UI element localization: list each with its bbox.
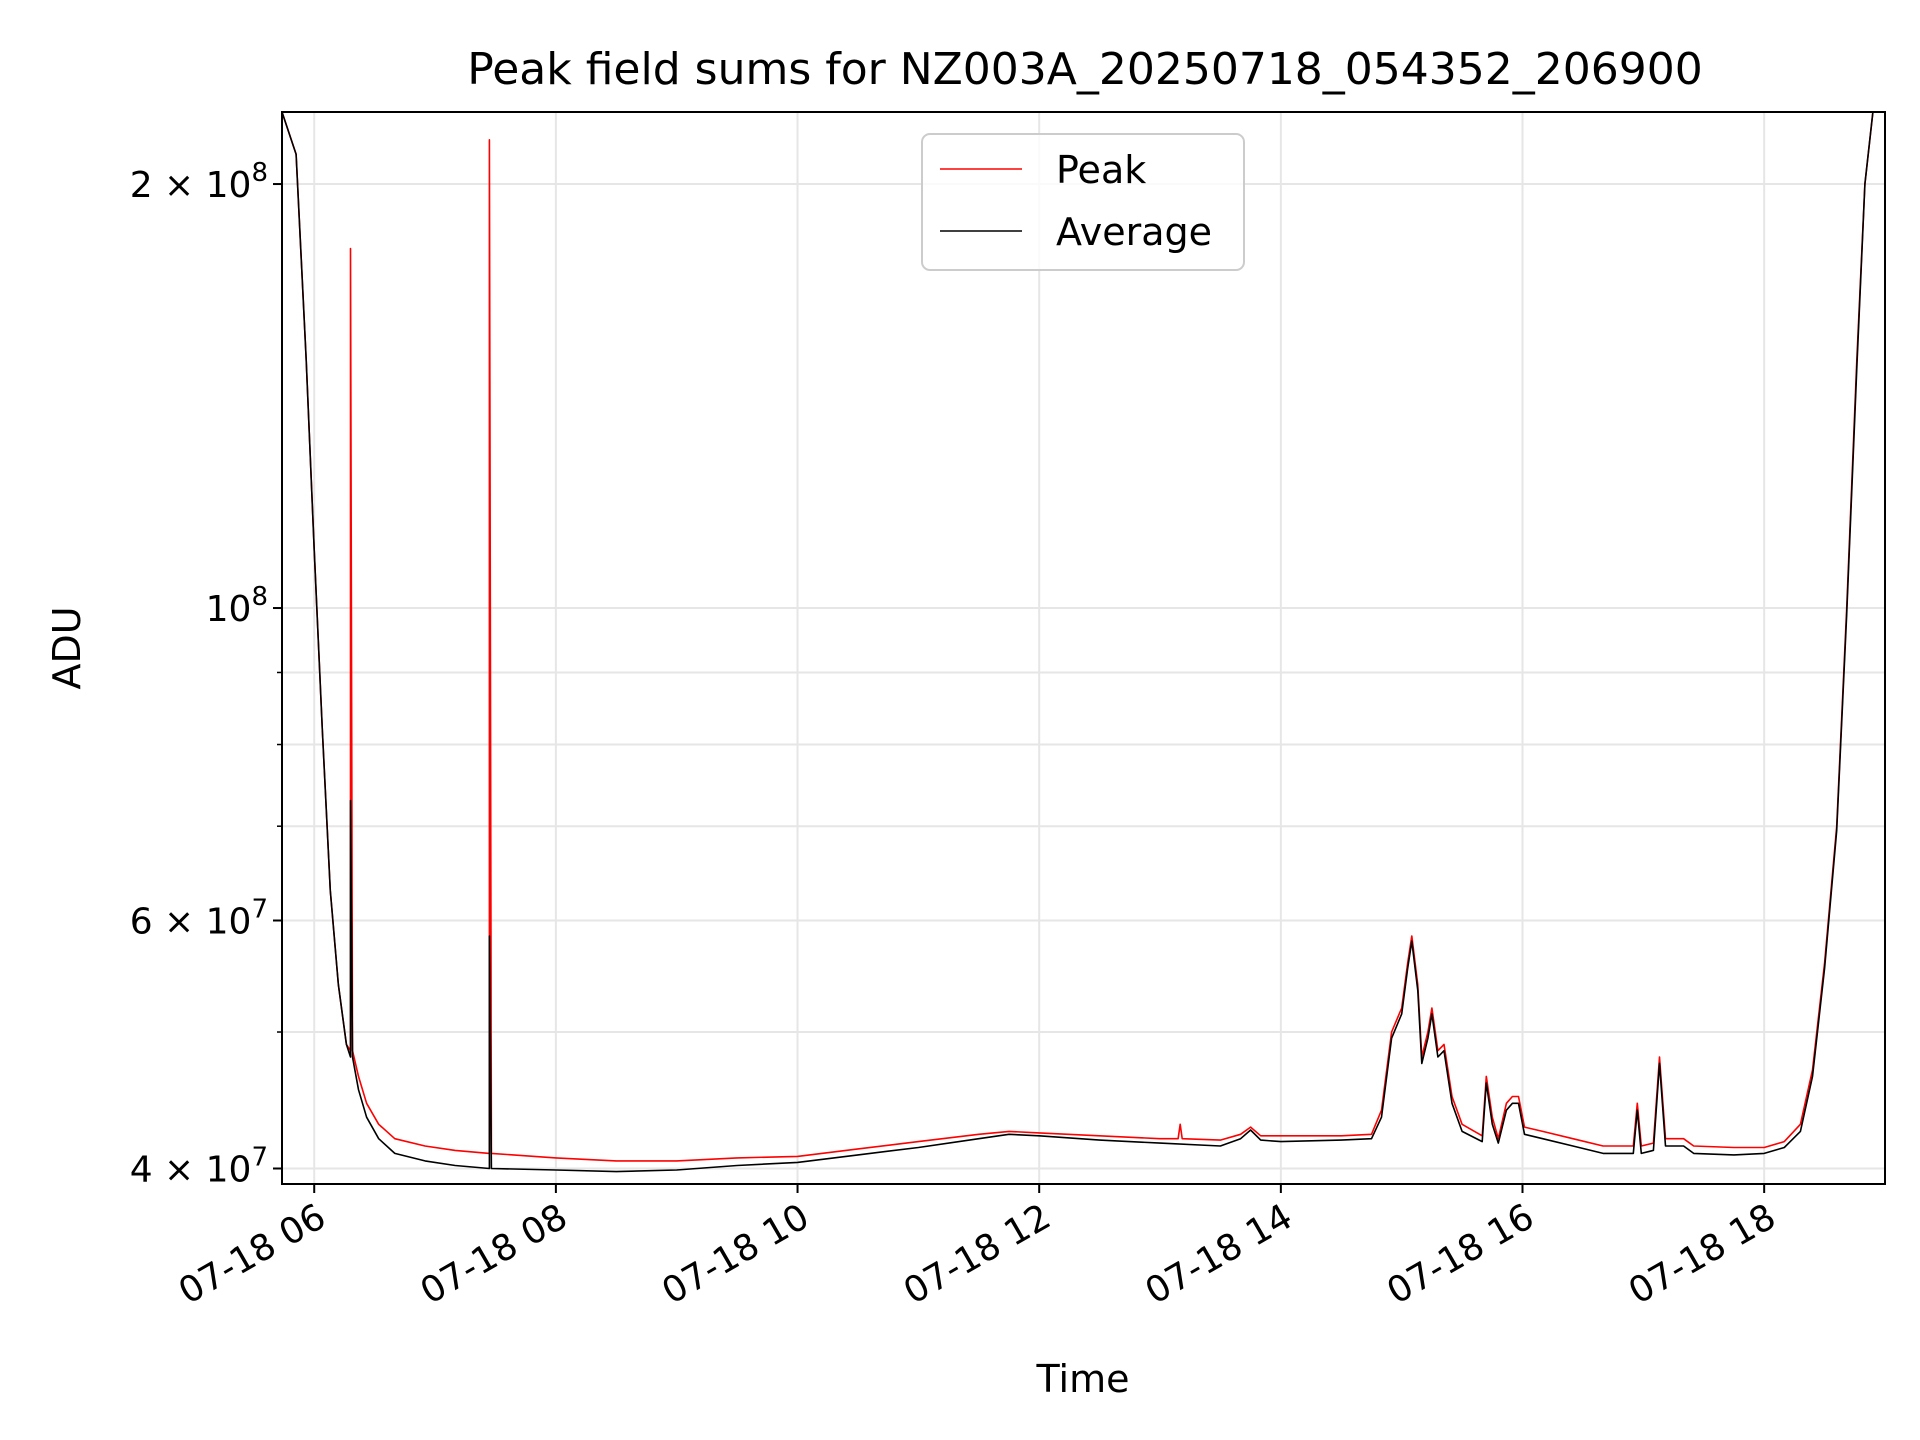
legend-peak-label: Peak	[1056, 148, 1146, 192]
y-tick-label: 4 × 107	[130, 1143, 268, 1191]
legend-box	[921, 133, 1245, 271]
y-tick-label: 6 × 107	[130, 894, 268, 942]
y-axis-label: ADU	[45, 606, 89, 689]
series-lines	[282, 112, 1885, 1173]
series-line-average	[282, 112, 1885, 1173]
x-axis-label: Time	[1036, 1357, 1130, 1401]
y-tick-label: 2 × 108	[130, 158, 268, 206]
chart-title: Peak field sums for NZ003A_20250718_0543…	[467, 44, 1702, 95]
y-axis-ticks: 4 × 107 6 × 107 108 2 × 108	[130, 158, 282, 1191]
plot-area-frame	[281, 111, 1886, 1185]
grid	[282, 112, 1885, 1184]
legend-average-label: Average	[1056, 210, 1212, 254]
legend: Peak Average	[921, 133, 1245, 271]
y-tick-label: 108	[206, 582, 268, 630]
